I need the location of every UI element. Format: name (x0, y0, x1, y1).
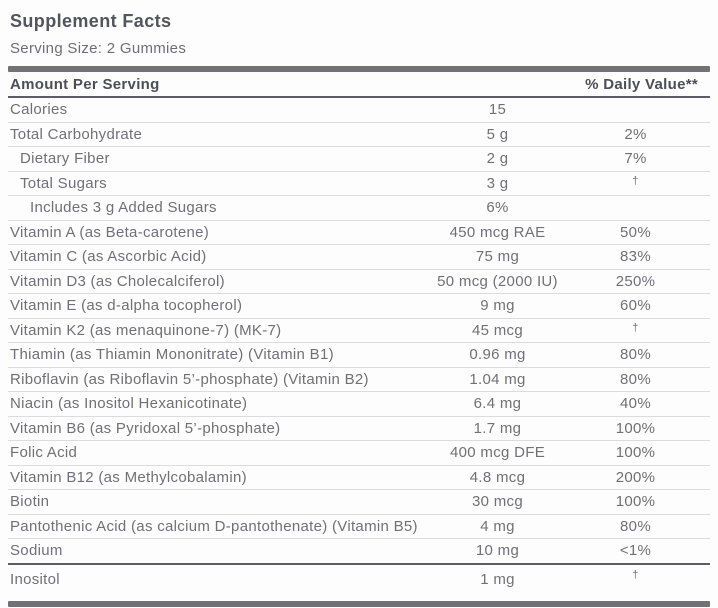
table-row: Vitamin B6 (as Pyridoxal 5’-phosphate) 1.… (8, 415, 710, 441)
table-row: Niacin (as Inositol Hexanicotinate) 6.4 m… (8, 391, 710, 416)
nutrient-amount: 2 g (486, 150, 509, 168)
nutrient-name: Vitamin C (as Ascorbic Acid) (10, 248, 207, 266)
nutrient-daily-value: 100% (615, 419, 656, 437)
nutrient-daily-value: 60% (620, 297, 651, 315)
nutrient-amount: 450 mcg RAE (449, 223, 546, 241)
nutrient-name: Folic Acid (10, 444, 78, 462)
nutrient-name: Vitamin D3 (as Cholecalciferol) (10, 272, 225, 290)
nutrient-name: Vitamin B12 (as Methylcobalamin) (10, 468, 247, 486)
nutrient-daily-value: 80% (620, 346, 651, 364)
nutrient-name: Vitamin E (as d-alpha tocopherol) (10, 297, 243, 315)
table-row: Vitamin C (as Ascorbic Acid) 75 mg 83% (8, 244, 710, 269)
nutrient-daily-value: 250% (615, 272, 656, 290)
table-body: Calories 15 Total Carbohydrate 5 g 2% Dietary… (8, 98, 710, 601)
nutrient-daily-value: 50% (620, 223, 651, 241)
table-row: Inositol 1 mg † (8, 562, 710, 601)
nutrient-name: Total Sugars (20, 174, 107, 192)
label-title: Supplement Facts (10, 11, 172, 31)
nutrient-daily-value: 100% (615, 493, 656, 511)
nutrient-amount: 10 mg (475, 542, 520, 560)
nutrient-amount: 1.04 mg (469, 370, 526, 388)
table-row: Biotin 30 mcg 100% (8, 489, 710, 514)
nutrient-name: Dietary Fiber (20, 150, 110, 168)
amount-per-serving-header: Amount Per Serving (10, 75, 160, 93)
table-row: Total Sugars 3 g † (8, 170, 710, 196)
table-row: Total Carbohydrate 5 g 2% (8, 121, 710, 147)
nutrient-amount: 15 (488, 101, 507, 119)
nutrient-daily-value: 80% (620, 370, 651, 388)
nutrient-daily-value: <1% (619, 542, 652, 560)
nutrient-amount: 45 mcg (472, 321, 523, 339)
table-row: Calories 15 (8, 98, 710, 122)
table-row: Folic Acid 400 mcg DFE 100% (8, 440, 710, 465)
nutrient-name: Calories (10, 101, 68, 119)
nutrient-amount: 50 mcg (2000 IU) (437, 272, 558, 290)
nutrient-daily-value: 100% (615, 444, 656, 462)
nutrient-amount: 1 mg (480, 570, 515, 588)
nutrient-daily-value: 80% (620, 517, 651, 535)
nutrient-name: Thiamin (as Thiamin Mononitrate) (Vitami… (10, 346, 334, 364)
nutrient-daily-value: † (632, 322, 639, 335)
nutrient-name: Riboflavin (as Riboflavin 5’-phosphate) … (10, 370, 369, 388)
nutrient-daily-value: 200% (615, 468, 656, 486)
table-header-row: Amount Per Serving % Daily Value** (8, 72, 710, 98)
table-row: Vitamin E (as d-alpha tocopherol) 9 mg 60% (8, 293, 710, 318)
nutrient-daily-value: 7% (624, 150, 647, 168)
nutrient-name: Pantothenic Acid (as calcium D-pantothen… (10, 517, 418, 535)
table-row: Riboflavin (as Riboflavin 5’-phosphate) … (8, 366, 710, 392)
top-divider-bar (8, 66, 710, 72)
nutrient-name: Niacin (as Inositol Hexanicotinate) (10, 395, 248, 413)
table-row: Thiamin (as Thiamin Mononitrate) (Vitami… (8, 342, 710, 367)
nutrient-daily-value: † (632, 568, 639, 581)
table-row: Vitamin K2 (as menaquinone-7) (MK-7) 45 m… (8, 317, 710, 343)
nutrient-name: Vitamin B6 (as Pyridoxal 5’-phosphate) (10, 419, 281, 437)
nutrient-daily-value: † (632, 175, 639, 188)
nutrient-daily-value: 2% (624, 125, 647, 143)
bottom-divider-bar (8, 600, 710, 607)
nutrient-amount: 0.96 mg (469, 346, 526, 364)
table-row: Dietary Fiber 2 g 7% (8, 146, 710, 171)
table-row: Vitamin A (as Beta-carotene) 450 mcg RAE 5… (8, 219, 710, 245)
table-row: Vitamin D3 (as Cholecalciferol) 50 mcg (2… (8, 268, 710, 294)
nutrient-amount: 3 g (486, 174, 509, 192)
table-row: Pantothenic Acid (as calcium D-pantothen… (8, 513, 710, 539)
nutrient-amount: 9 mg (480, 297, 515, 315)
nutrient-amount: 4.8 mcg (469, 468, 526, 486)
serving-size: Serving Size: 2 Gummies (10, 40, 187, 57)
table-row: Vitamin B12 (as Methylcobalamin) 4.8 mcg 2… (8, 464, 710, 490)
nutrient-amount: 6.4 mg (473, 395, 522, 413)
nutrient-amount: 400 mcg DFE (450, 444, 545, 462)
nutrient-name: Sodium (10, 542, 63, 560)
nutrient-daily-value: 40% (620, 395, 651, 413)
nutrient-name: Inositol (10, 570, 60, 588)
nutrient-name: Total Carbohydrate (10, 125, 143, 143)
table-row: Sodium 10 mg <1% (8, 538, 710, 563)
nutrient-name: Includes 3 g Added Sugars (30, 199, 217, 217)
nutrient-amount: 75 mg (475, 248, 520, 266)
nutrient-amount: 4 mg (480, 517, 515, 535)
nutrient-name: Biotin (10, 493, 50, 511)
table-row: Includes 3 g Added Sugars 6% (8, 195, 710, 220)
nutrient-amount: 6% (486, 199, 509, 217)
nutrient-name: Vitamin A (as Beta-carotene) (10, 223, 210, 241)
nutrient-daily-value: 83% (620, 248, 651, 266)
nutrient-name: Vitamin K2 (as menaquinone-7) (MK-7) (10, 321, 282, 339)
nutrient-amount: 5 g (486, 125, 509, 143)
nutrient-amount: 1.7 mg (473, 419, 522, 437)
daily-value-header: % Daily Value** (585, 75, 698, 93)
nutrient-amount: 30 mcg (472, 493, 523, 511)
